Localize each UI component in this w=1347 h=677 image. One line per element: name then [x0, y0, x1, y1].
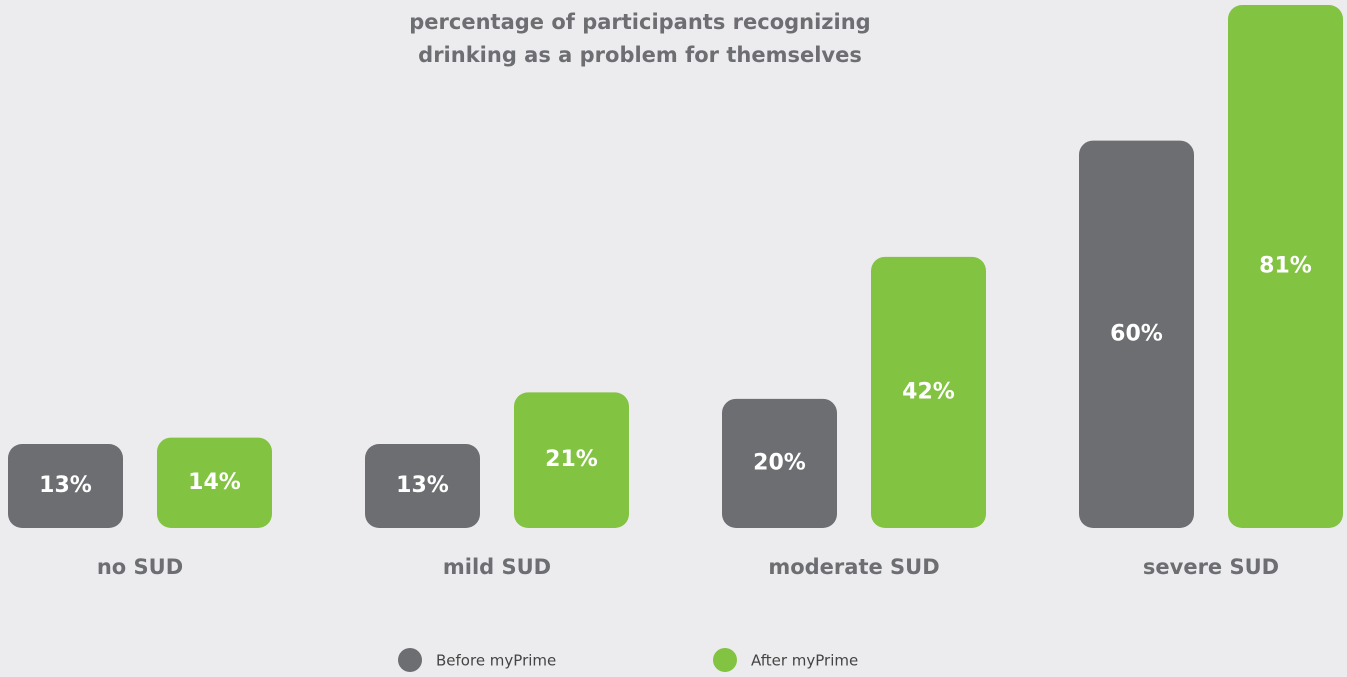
legend-swatch	[713, 648, 737, 672]
bar	[365, 444, 480, 528]
value-label: 81%	[1259, 254, 1312, 279]
value-label: 60%	[1110, 321, 1163, 346]
value-label: 13%	[39, 473, 92, 498]
category-label: moderate SUD	[768, 555, 939, 579]
bar	[722, 398, 837, 528]
legend-label: Before myPrime	[436, 652, 556, 670]
legend-swatch	[398, 648, 422, 672]
value-label: 42%	[902, 379, 955, 404]
bar	[1228, 5, 1343, 528]
chart-title: percentage of participants recognizing d…	[409, 10, 879, 67]
category-label: mild SUD	[443, 555, 551, 579]
bar	[1079, 140, 1194, 528]
value-label: 13%	[396, 473, 449, 498]
category-label: no SUD	[97, 555, 183, 579]
bar	[8, 444, 123, 528]
value-label: 20%	[753, 450, 806, 475]
value-label: 21%	[545, 447, 598, 472]
value-label: 14%	[188, 470, 241, 495]
bar	[514, 392, 629, 528]
category-label: severe SUD	[1143, 555, 1279, 579]
bar	[871, 256, 986, 528]
legend-label: After myPrime	[751, 652, 858, 670]
bar	[157, 437, 272, 528]
